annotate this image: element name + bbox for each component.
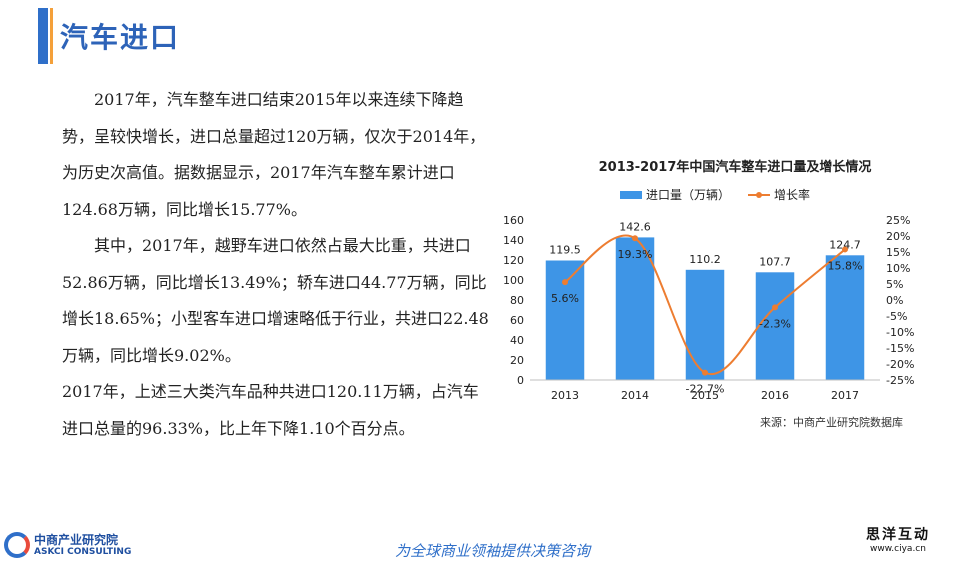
body-text: 2017年，汽车整车进口结束2015年以来连续下降趋势，呈较快增长，进口总量超过… [62, 82, 492, 447]
x-tick-label: 2014 [621, 389, 649, 402]
y-left-tick-label: 140 [503, 234, 524, 247]
growth-rate-label: -22.7% [686, 383, 725, 396]
y-right-tick-label: 20% [886, 230, 910, 243]
growth-rate-label: -2.3% [759, 317, 791, 330]
x-tick-label: 2016 [761, 389, 789, 402]
growth-rate-line [564, 234, 846, 376]
y-right-tick-label: 5% [886, 278, 903, 291]
growth-rate-point [632, 235, 638, 242]
logo-name-cn: 中商产业研究院 [34, 532, 119, 547]
y-right-tick-label: -5% [886, 310, 907, 323]
y-left-tick-label: 0 [517, 374, 524, 387]
growth-rate-point [772, 304, 778, 311]
y-left-tick-label: 60 [510, 314, 524, 327]
legend-line-swatch [748, 191, 771, 198]
y-right-tick-label: 25% [886, 214, 910, 227]
bar-value-label: 107.7 [759, 255, 791, 268]
company-logo: 中商产业研究院 ASKCI CONSULTING [4, 532, 131, 558]
watermark-url: www.ciya.cn [870, 544, 926, 554]
y-right-tick-label: -15% [886, 342, 914, 355]
bar [685, 269, 725, 380]
bar [755, 272, 795, 380]
y-left-tick-label: 100 [503, 274, 524, 287]
legend-item-imports: 进口量（万辆） [646, 188, 731, 202]
chart-legend: 进口量（万辆） 增长率 [620, 186, 810, 203]
bar-value-label: 110.2 [689, 253, 721, 266]
y-right-tick-label: -20% [886, 358, 914, 371]
y-right-tick-label: -10% [886, 326, 914, 339]
watermark: 思洋互动 www.ciya.cn [866, 524, 930, 554]
bar [615, 237, 655, 380]
title-accent-stripe [50, 8, 53, 64]
y-left-tick-label: 40 [510, 334, 524, 347]
x-tick-label: 2015 [691, 389, 719, 402]
legend-item-growth: 增长率 [774, 188, 811, 202]
bar [825, 255, 865, 380]
legend-bar-swatch [620, 190, 642, 199]
y-left-tick-label: 80 [510, 294, 524, 307]
title-accent-bar [38, 8, 48, 64]
x-tick-label: 2017 [831, 389, 859, 402]
y-right-tick-label: -25% [886, 374, 914, 387]
bar-value-label: 124.7 [829, 238, 861, 251]
y-right-tick-label: 10% [886, 262, 910, 275]
growth-rate-point [842, 246, 848, 253]
growth-rate-point [562, 279, 568, 286]
y-right-tick-label: 15% [886, 246, 910, 259]
chart-title: 2013-2017年中国汽车整车进口量及增长情况 [598, 160, 872, 175]
y-left-tick-label: 20 [510, 354, 524, 367]
paragraph-1: 2017年，汽车整车进口结束2015年以来连续下降趋势，呈较快增长，进口总量超过… [62, 90, 486, 219]
growth-rate-label: 19.3% [618, 248, 653, 261]
growth-rate-point [702, 369, 708, 376]
watermark-name: 思洋互动 [866, 527, 930, 543]
logo-name-en: ASKCI CONSULTING [34, 546, 132, 557]
growth-rate-label: 5.6% [551, 292, 579, 305]
bar-value-label: 119.5 [549, 244, 581, 257]
bar [545, 260, 585, 380]
footer-slogan: 为全球商业领袖提供决策咨询 [395, 542, 591, 560]
logo-icon [4, 532, 30, 558]
y-right-tick-label: 0% [886, 294, 903, 307]
combo-chart: 0 20 40 60 80 100 120 140 160 -25% -20% -15% -10% -5%… [503, 214, 914, 402]
y-left-tick-label: 120 [503, 254, 524, 267]
page-title: 汽车进口 [60, 21, 181, 54]
chart-source: 来源：中商产业研究院数据库 [760, 416, 903, 429]
y-left-tick-label: 160 [503, 214, 524, 227]
x-tick-label: 2013 [551, 389, 579, 402]
growth-rate-label: 15.8% [828, 259, 863, 272]
paragraph-3: 2017年，上述三大类汽车品种共进口120.11万辆，占汽车进口总量的96.33… [62, 382, 479, 438]
bar-value-label: 142.6 [619, 220, 651, 233]
paragraph-2: 其中，2017年，越野车进口依然占最大比重，共进口52.86万辆，同比增长13.… [62, 236, 489, 365]
